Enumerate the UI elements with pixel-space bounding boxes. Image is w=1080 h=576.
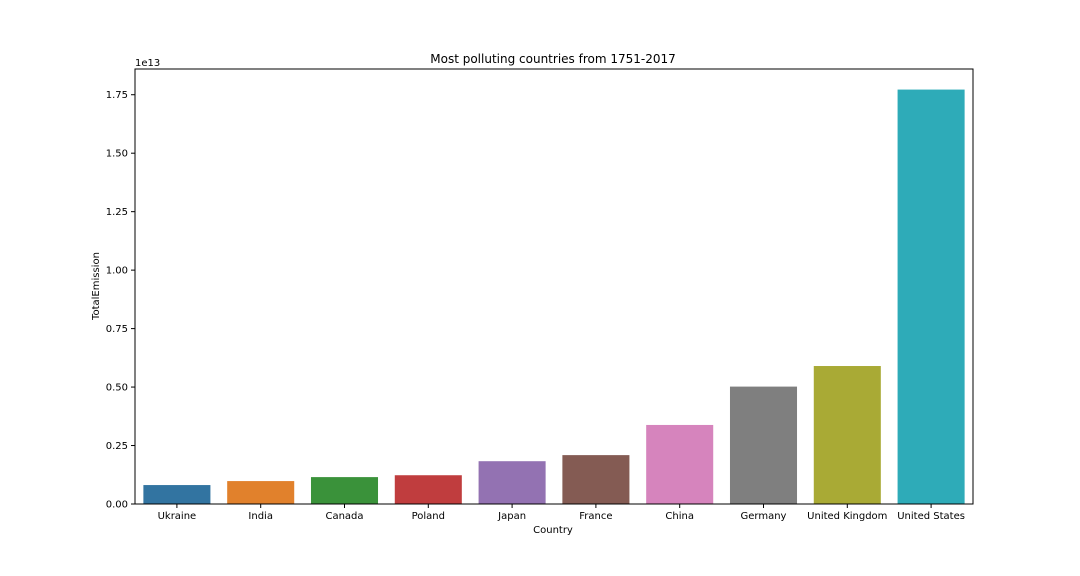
bar-france [562, 455, 630, 504]
x-tick-label: Canada [325, 511, 363, 522]
bar-japan [478, 461, 546, 504]
plot-frame [134, 68, 974, 505]
y-tick-label: 1.50 [106, 149, 128, 160]
chart-title: Most polluting countries from 1751-2017 [430, 52, 676, 66]
y-axis-ticks: 0.00 0.25 0.50 0.75 1.00 1.25 1.50 1.75 [106, 90, 135, 511]
y-tick-label: 1.25 [106, 207, 128, 218]
bar-china [646, 424, 714, 504]
bar-united-states [897, 89, 965, 505]
y-tick-label: 0.50 [106, 383, 128, 394]
x-axis-label: Country [533, 525, 573, 536]
y-axis-label: TotalEmission [91, 252, 102, 321]
y-tick-label: 0.75 [106, 324, 128, 335]
bar-canada [310, 477, 379, 504]
x-tick-label: United States [897, 511, 965, 522]
x-tick-label: United Kingdom [807, 511, 887, 522]
bar-india [227, 481, 295, 504]
x-tick-label: Germany [741, 511, 787, 522]
x-tick-label: Ukraine [158, 511, 197, 522]
y-tick-label: 1.00 [106, 266, 128, 277]
y-tick-label: 1.75 [106, 90, 128, 101]
x-tick-label: India [248, 511, 273, 522]
bar-germany [729, 386, 798, 504]
bar-poland [394, 475, 462, 504]
y-tick-label: 0.00 [106, 500, 128, 511]
bars [143, 89, 965, 505]
x-tick-label: Poland [412, 511, 445, 522]
y-axis-offset-label: 1e13 [135, 58, 160, 69]
x-tick-label: China [665, 511, 694, 522]
x-tick-label: Japan [497, 511, 526, 522]
y-tick-label: 0.25 [106, 441, 128, 452]
x-tick-label: France [579, 511, 612, 522]
x-axis-ticks: Ukraine India Canada Poland Japan France China… [158, 504, 965, 522]
bar-ukraine [143, 485, 211, 504]
bar-united-kingdom [813, 366, 881, 504]
